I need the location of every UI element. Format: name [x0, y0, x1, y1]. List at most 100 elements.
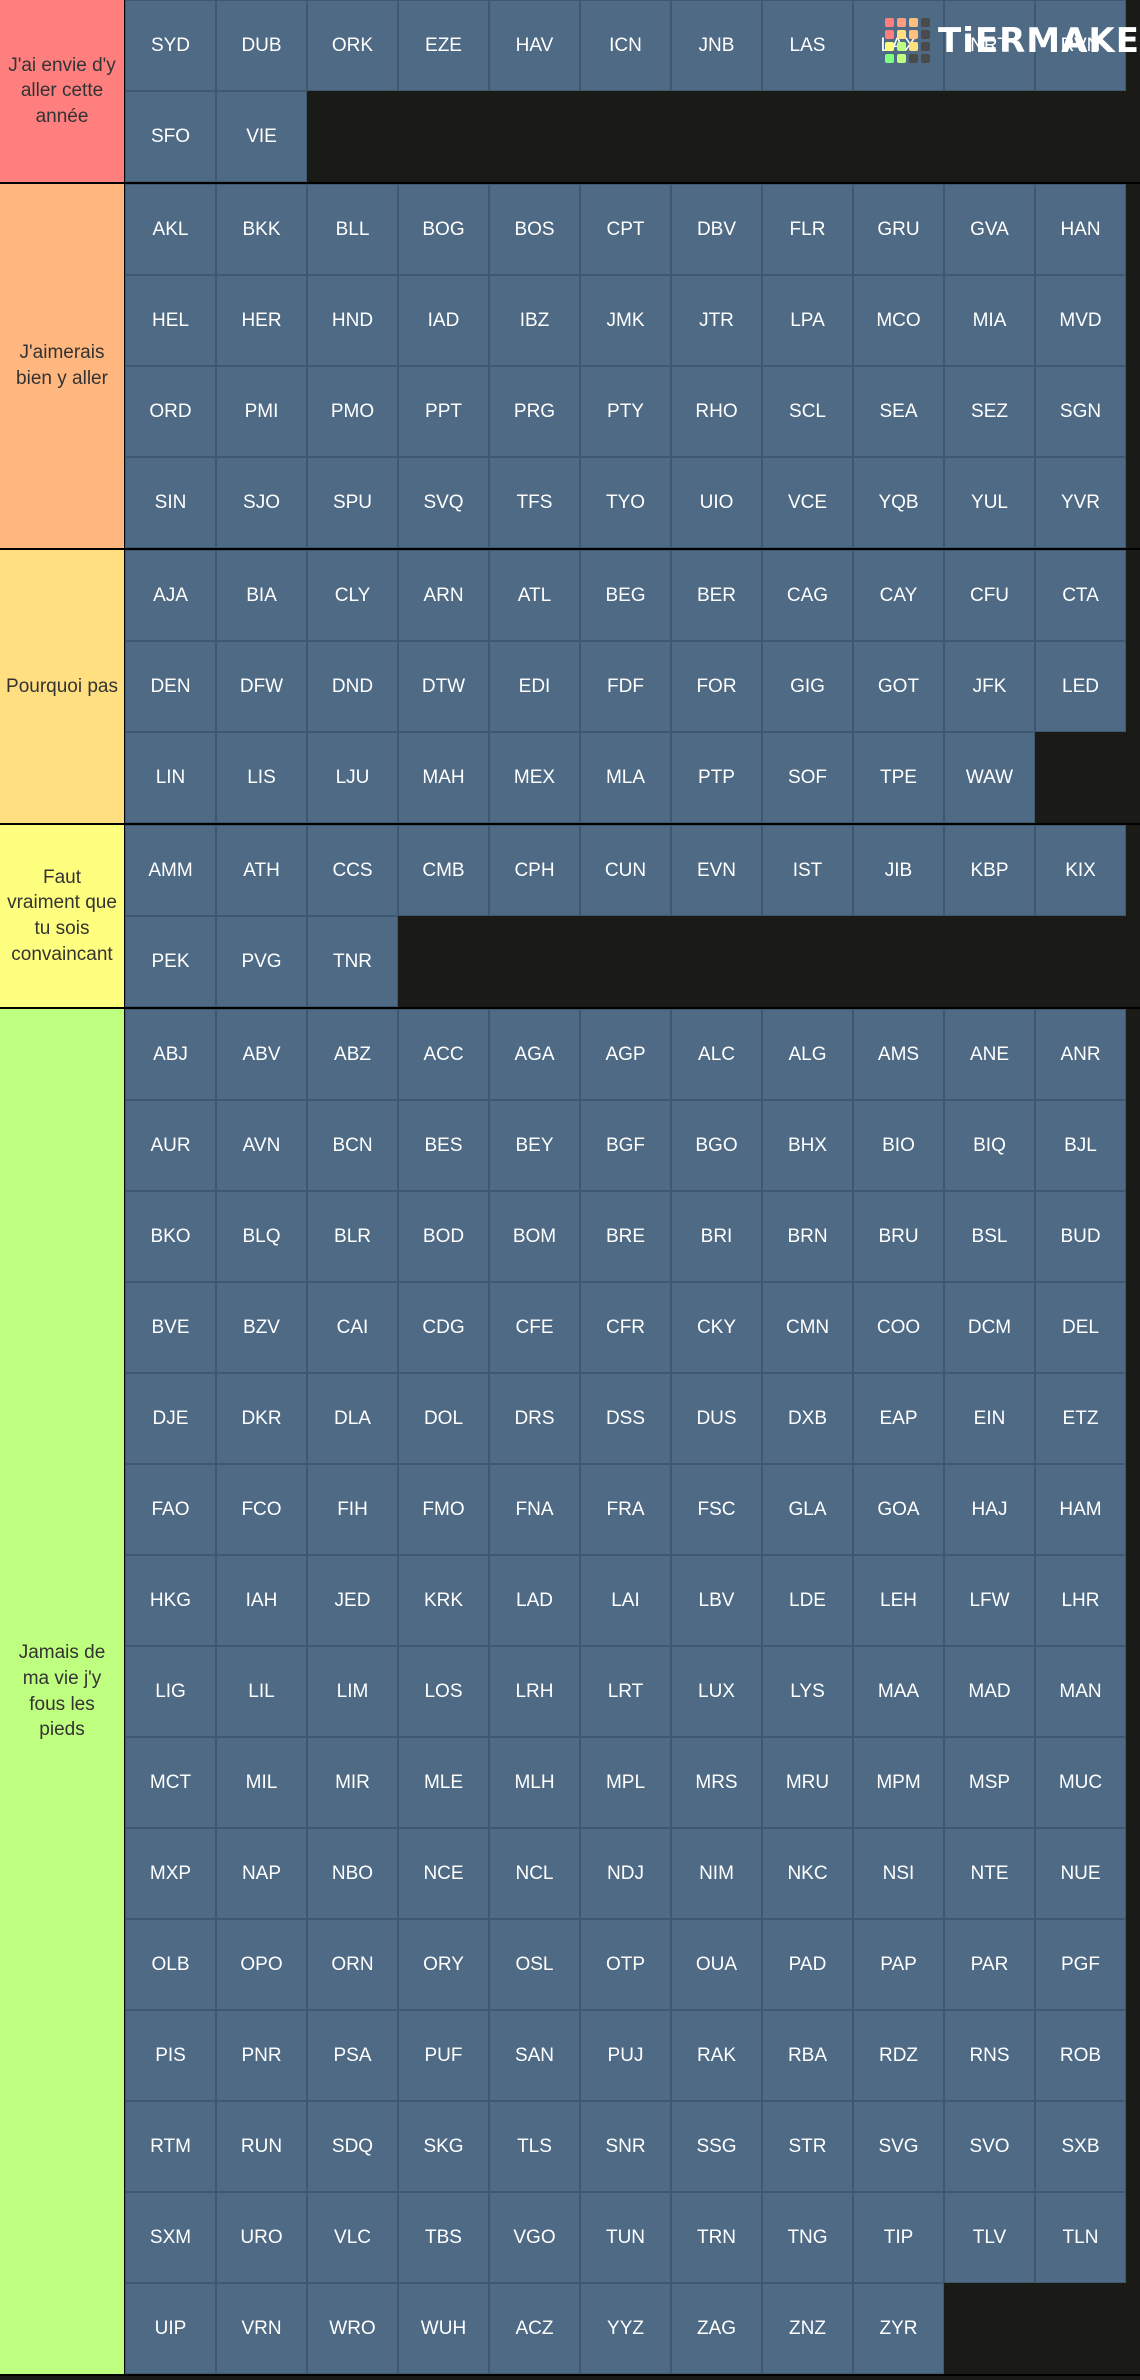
tier-item-tile[interactable]: TPE	[853, 732, 944, 823]
tier-item-tile[interactable]: DJE	[125, 1373, 216, 1464]
tier-item-tile[interactable]: SJO	[216, 457, 307, 548]
tier-item-tile[interactable]: ATH	[216, 825, 307, 916]
tier-item-tile[interactable]: SFO	[125, 91, 216, 182]
tier-item-tile[interactable]: CMN	[762, 1282, 853, 1373]
tier-item-tile[interactable]: CDG	[398, 1282, 489, 1373]
tier-item-tile[interactable]: EIN	[944, 1373, 1035, 1464]
tier-item-tile[interactable]: JMK	[580, 275, 671, 366]
tier-item-tile[interactable]: MLH	[489, 1737, 580, 1828]
tier-item-tile[interactable]: MUC	[1035, 1737, 1126, 1828]
tier-item-tile[interactable]: SVO	[944, 2101, 1035, 2192]
tier-item-tile[interactable]: SPU	[307, 457, 398, 548]
tier-item-tile[interactable]: MCT	[125, 1737, 216, 1828]
tier-item-tile[interactable]: JTR	[671, 275, 762, 366]
tier-item-tile[interactable]: LPA	[762, 275, 853, 366]
tier-item-tile[interactable]: FCO	[216, 1464, 307, 1555]
tier-item-tile[interactable]: LAD	[489, 1555, 580, 1646]
tier-item-tile[interactable]: LRT	[580, 1646, 671, 1737]
tier-item-tile[interactable]: LAI	[580, 1555, 671, 1646]
tier-item-tile[interactable]: PTP	[671, 732, 762, 823]
tier-item-tile[interactable]: PMI	[216, 366, 307, 457]
tier-item-tile[interactable]: BLR	[307, 1191, 398, 1282]
tier-item-tile[interactable]: PPT	[398, 366, 489, 457]
tier-item-tile[interactable]: MAN	[1035, 1646, 1126, 1737]
tier-item-tile[interactable]: BEY	[489, 1100, 580, 1191]
tier-item-tile[interactable]: PEK	[125, 916, 216, 1007]
tier-item-tile[interactable]: FNA	[489, 1464, 580, 1555]
tier-item-tile[interactable]: PRG	[489, 366, 580, 457]
tier-item-tile[interactable]: AGA	[489, 1009, 580, 1100]
tier-label[interactable]: Pourquoi pas	[0, 550, 125, 823]
tier-items-container[interactable]: AKL BKK BLL BOG BOS CPT DBV FLR GRU GVA HAN HEL HER H…	[125, 184, 1140, 548]
tier-item-tile[interactable]: SDQ	[307, 2101, 398, 2192]
tier-item-tile[interactable]: WRO	[307, 2283, 398, 2374]
tier-item-tile[interactable]: DLA	[307, 1373, 398, 1464]
tier-item-tile[interactable]: SIN	[125, 457, 216, 548]
tier-item-tile[interactable]: ALC	[671, 1009, 762, 1100]
tier-item-tile[interactable]: ABV	[216, 1009, 307, 1100]
tier-item-tile[interactable]: MPL	[580, 1737, 671, 1828]
tier-item-tile[interactable]: TNR	[307, 916, 398, 1007]
tier-item-tile[interactable]: HAV	[489, 0, 580, 91]
tier-item-tile[interactable]: ICN	[580, 0, 671, 91]
tier-item-tile[interactable]: ALG	[762, 1009, 853, 1100]
tier-item-tile[interactable]: TUN	[580, 2192, 671, 2283]
tier-item-tile[interactable]: VGO	[489, 2192, 580, 2283]
tier-item-tile[interactable]: DTW	[398, 641, 489, 732]
tier-item-tile[interactable]: RAK	[671, 2010, 762, 2101]
tier-item-tile[interactable]: MVD	[1035, 275, 1126, 366]
tier-item-tile[interactable]: TYO	[580, 457, 671, 548]
tier-item-tile[interactable]: BIQ	[944, 1100, 1035, 1191]
tier-item-tile[interactable]: GLA	[762, 1464, 853, 1555]
tier-item-tile[interactable]: AGP	[580, 1009, 671, 1100]
tier-item-tile[interactable]: OTP	[580, 1919, 671, 2010]
tier-item-tile[interactable]: STR	[762, 2101, 853, 2192]
tier-item-tile[interactable]: DXB	[762, 1373, 853, 1464]
tier-item-tile[interactable]: SXB	[1035, 2101, 1126, 2192]
tier-item-tile[interactable]: SYD	[125, 0, 216, 91]
tier-item-tile[interactable]: FRA	[580, 1464, 671, 1555]
tier-item-tile[interactable]: NBO	[307, 1828, 398, 1919]
tier-item-tile[interactable]: MIR	[307, 1737, 398, 1828]
tier-item-tile[interactable]: YVR	[1035, 457, 1126, 548]
tier-item-tile[interactable]: NKC	[762, 1828, 853, 1919]
tier-item-tile[interactable]: NTE	[944, 1828, 1035, 1919]
tier-item-tile[interactable]: BIO	[853, 1100, 944, 1191]
tier-item-tile[interactable]: WAW	[944, 732, 1035, 823]
tier-item-tile[interactable]: LUX	[671, 1646, 762, 1737]
tier-item-tile[interactable]: LDE	[762, 1555, 853, 1646]
tier-item-tile[interactable]: FLR	[762, 184, 853, 275]
tier-item-tile[interactable]: KIX	[1035, 825, 1126, 916]
tier-item-tile[interactable]: FOR	[671, 641, 762, 732]
tier-item-tile[interactable]: CAG	[762, 550, 853, 641]
tier-item-tile[interactable]: MIL	[216, 1737, 307, 1828]
tier-item-tile[interactable]: BRI	[671, 1191, 762, 1282]
tier-item-tile[interactable]: BGO	[671, 1100, 762, 1191]
tier-item-tile[interactable]: VCE	[762, 457, 853, 548]
tier-item-tile[interactable]: IAH	[216, 1555, 307, 1646]
tier-item-tile[interactable]: IBZ	[489, 275, 580, 366]
tier-items-container[interactable]: AJA BIA CLY ARN ATL BEG BER CAG CAY CFU CTA DEN DFW D…	[125, 550, 1140, 823]
tier-item-tile[interactable]: GVA	[944, 184, 1035, 275]
tier-item-tile[interactable]: RNS	[944, 2010, 1035, 2101]
tier-item-tile[interactable]: ETZ	[1035, 1373, 1126, 1464]
tier-item-tile[interactable]: HEL	[125, 275, 216, 366]
tier-item-tile[interactable]: BJL	[1035, 1100, 1126, 1191]
tier-item-tile[interactable]: BUD	[1035, 1191, 1126, 1282]
tier-item-tile[interactable]: MRS	[671, 1737, 762, 1828]
tier-item-tile[interactable]: ATL	[489, 550, 580, 641]
tier-item-tile[interactable]: BER	[671, 550, 762, 641]
tier-item-tile[interactable]: HKG	[125, 1555, 216, 1646]
tier-item-tile[interactable]: LIS	[216, 732, 307, 823]
tier-item-tile[interactable]: DUB	[216, 0, 307, 91]
tier-item-tile[interactable]: SCL	[762, 366, 853, 457]
tier-item-tile[interactable]: LEH	[853, 1555, 944, 1646]
tier-item-tile[interactable]: HAM	[1035, 1464, 1126, 1555]
tier-item-tile[interactable]: BKK	[216, 184, 307, 275]
tier-item-tile[interactable]: BES	[398, 1100, 489, 1191]
tier-item-tile[interactable]: AVN	[216, 1100, 307, 1191]
tier-item-tile[interactable]: OSL	[489, 1919, 580, 2010]
tier-item-tile[interactable]: DOL	[398, 1373, 489, 1464]
tier-item-tile[interactable]: CTA	[1035, 550, 1126, 641]
tier-item-tile[interactable]: YYZ	[580, 2283, 671, 2374]
